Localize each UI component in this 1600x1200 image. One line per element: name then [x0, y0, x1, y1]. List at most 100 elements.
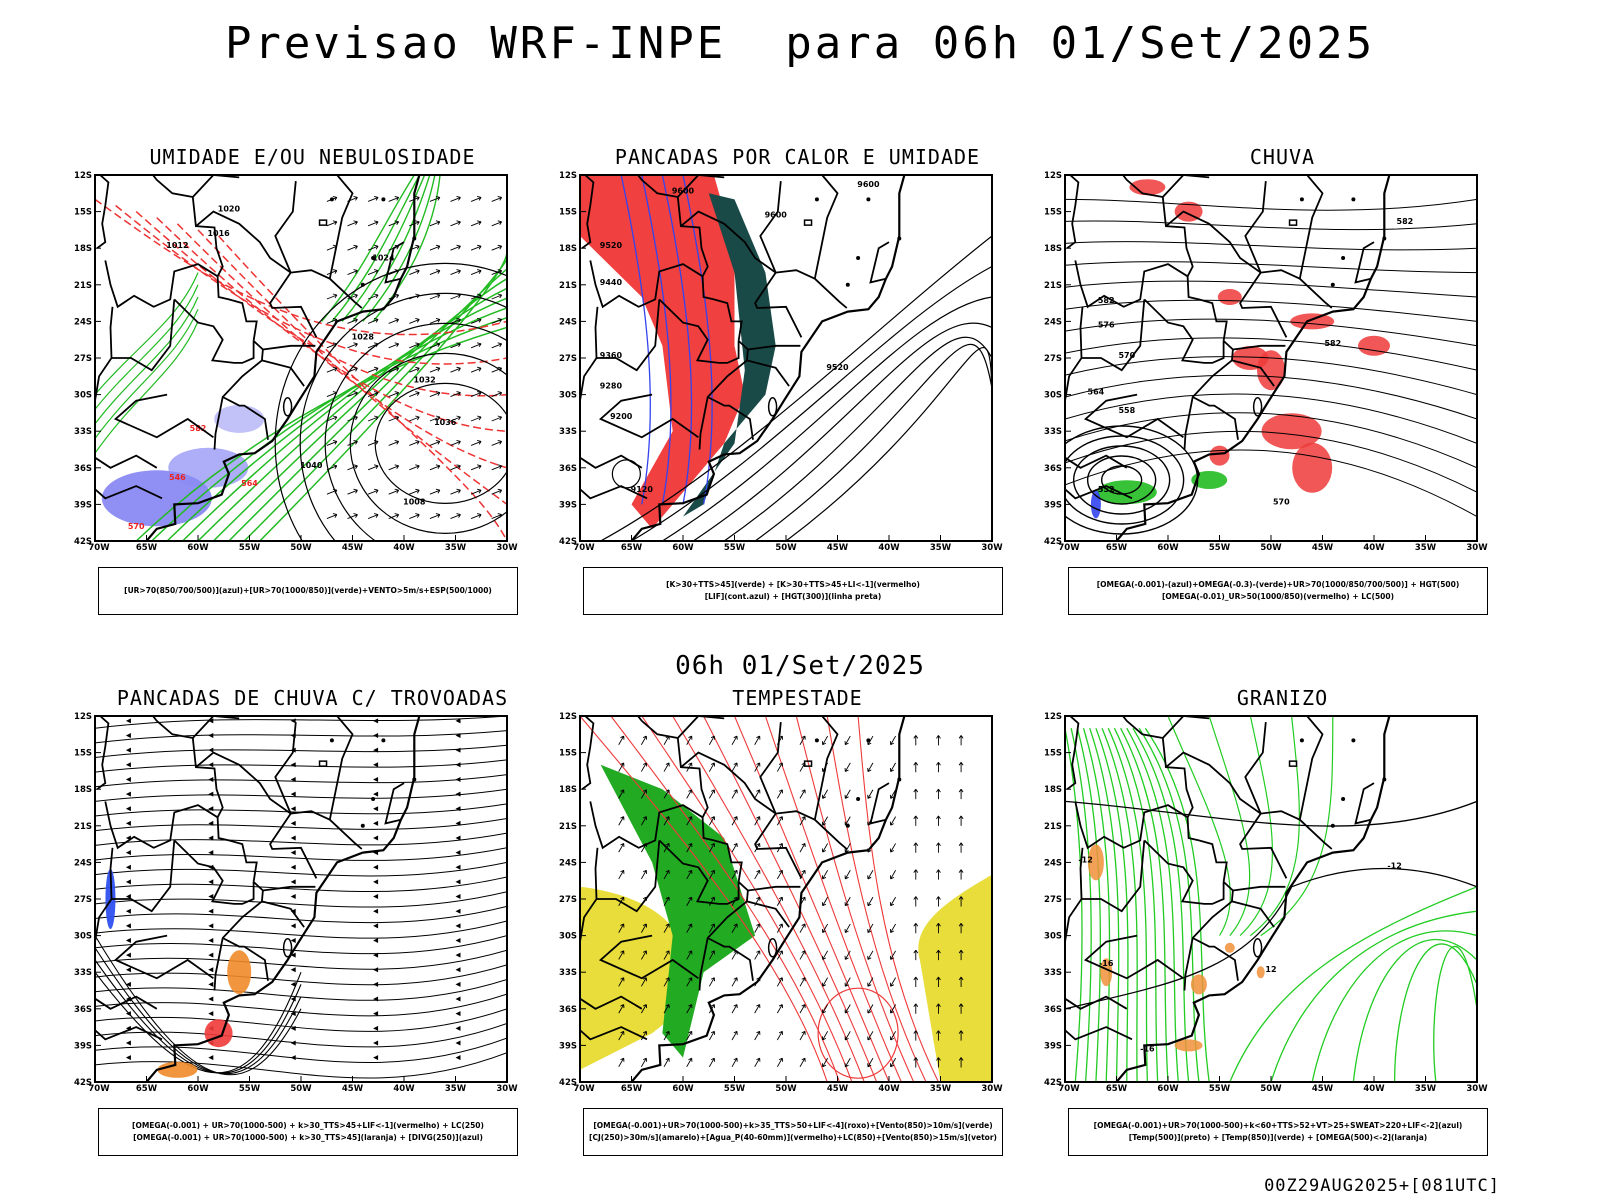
- flow-arrow: [290, 1011, 296, 1017]
- temp850-contour: [1132, 727, 1190, 1082]
- flow-arrow: [373, 806, 379, 812]
- contour-label: 9200: [610, 412, 633, 421]
- wind-vector: [958, 923, 964, 934]
- streamline: [95, 876, 507, 892]
- wind-vector: [799, 762, 806, 772]
- flow-arrow: [125, 718, 131, 724]
- lat-tick-label: 42S: [559, 537, 577, 547]
- lat-tick-label: 39S: [1044, 500, 1062, 510]
- wind-vector: [470, 488, 482, 495]
- lat-tick-label: 24S: [559, 858, 577, 868]
- wind-vector: [663, 977, 670, 987]
- lat-tick-label: 18S: [1044, 785, 1062, 795]
- flow-arrow: [208, 850, 214, 856]
- wind-vector: [936, 949, 941, 961]
- flow-arrow: [455, 718, 461, 724]
- humidity-green-contour: [259, 249, 507, 541]
- wind-vector: [708, 816, 716, 826]
- wind-vector: [409, 391, 420, 398]
- wind-vector: [799, 977, 806, 987]
- wind-vector: [776, 816, 784, 826]
- contour-label: 570: [128, 522, 145, 531]
- hgt-contour: [662, 296, 992, 541]
- streamline: [95, 847, 507, 861]
- wind-vector: [821, 1031, 829, 1041]
- wind-vector: [821, 1004, 829, 1014]
- wind-vector: [367, 195, 379, 202]
- lon-tick-label: 40W: [1363, 1084, 1385, 1094]
- wind-vector: [409, 415, 420, 422]
- panel-title: TEMPESTADE: [732, 686, 863, 710]
- wind-vector: [663, 762, 670, 772]
- lon-tick-label: 30W: [496, 543, 518, 553]
- wind-vector: [470, 415, 482, 422]
- panel-tempestade: TEMPESTADE 12S 15S 18S 21S 24S 27S 30S 33S 36S 39…: [550, 686, 1045, 1186]
- coastlines: [580, 716, 906, 1082]
- flow-arrow: [208, 1055, 214, 1061]
- lat-tick-label: 36S: [74, 1005, 92, 1015]
- lat-tick-label: 36S: [559, 464, 577, 474]
- contour-label: 9600: [857, 180, 880, 189]
- contour-label: 564: [1088, 388, 1105, 397]
- lon-tick-label: 30W: [496, 1084, 518, 1094]
- wind-vector: [754, 816, 761, 826]
- streamline: [1065, 393, 1477, 444]
- flow-arrow: [125, 776, 131, 782]
- streamline: [1065, 241, 1477, 251]
- legend-line: [K>30+TTS>45](verde) + [K>30+TTS>45+LI<-…: [666, 580, 920, 589]
- wind-vector: [470, 391, 482, 398]
- flow-arrow: [125, 879, 131, 885]
- lat-tick-label: 21S: [74, 822, 92, 832]
- panel-title: CHUVA: [1249, 145, 1316, 169]
- wind-vector: [754, 1030, 761, 1041]
- wind-vector: [686, 1030, 693, 1041]
- wind-vector: [889, 843, 897, 853]
- wind-vector: [618, 816, 625, 826]
- wind-vector: [450, 293, 461, 300]
- flow-arrow: [373, 733, 379, 739]
- streamline: [1065, 374, 1477, 420]
- wind-vector: [367, 513, 379, 520]
- contour-label: -16: [1140, 1045, 1155, 1054]
- wind-vector: [889, 923, 897, 934]
- wind-vector: [347, 317, 358, 324]
- flow-arrow: [373, 747, 379, 753]
- wind-vector: [429, 317, 441, 324]
- flow-arrow: [373, 879, 379, 885]
- flow-arrow: [373, 791, 379, 797]
- wind-vector: [889, 735, 897, 746]
- flow-arrow: [208, 718, 214, 724]
- wind-vector: [686, 869, 693, 880]
- lon-tick-label: 70W: [1058, 1084, 1080, 1094]
- wind-vector: [867, 950, 874, 960]
- lat-tick-label: 30S: [559, 391, 577, 401]
- wind-vector: [640, 950, 648, 960]
- lat-tick-label: 36S: [559, 1005, 577, 1015]
- wind-vector: [470, 464, 482, 471]
- wind-vector: [450, 366, 461, 373]
- wind-vector: [844, 762, 851, 772]
- wind-vector: [640, 735, 648, 745]
- flow-arrow: [208, 747, 214, 753]
- wind-vector: [776, 977, 784, 987]
- wind-vector: [889, 789, 897, 799]
- wind-vector: [347, 293, 358, 300]
- legend-line: [UR>70(850/700/500)](azul)+[UR>70(1000/8…: [124, 586, 492, 595]
- lat-tick-label: 39S: [74, 1041, 92, 1051]
- precip-water-contour: [672, 716, 865, 1082]
- wind-vector: [618, 923, 625, 933]
- flow-arrow: [208, 981, 214, 987]
- wind-vector: [731, 735, 738, 745]
- wind-vector: [450, 391, 461, 398]
- flow-arrow: [290, 806, 296, 812]
- wind-vector: [326, 488, 338, 495]
- wind-vector: [663, 1057, 670, 1068]
- wind-vector: [958, 896, 964, 907]
- lat-tick-label: 42S: [74, 1078, 92, 1088]
- wind-vector: [889, 870, 897, 880]
- flow-arrow: [373, 1025, 379, 1031]
- temp850-contour: [1393, 943, 1477, 1082]
- wind-vector: [409, 317, 420, 324]
- wind-vector: [409, 293, 420, 300]
